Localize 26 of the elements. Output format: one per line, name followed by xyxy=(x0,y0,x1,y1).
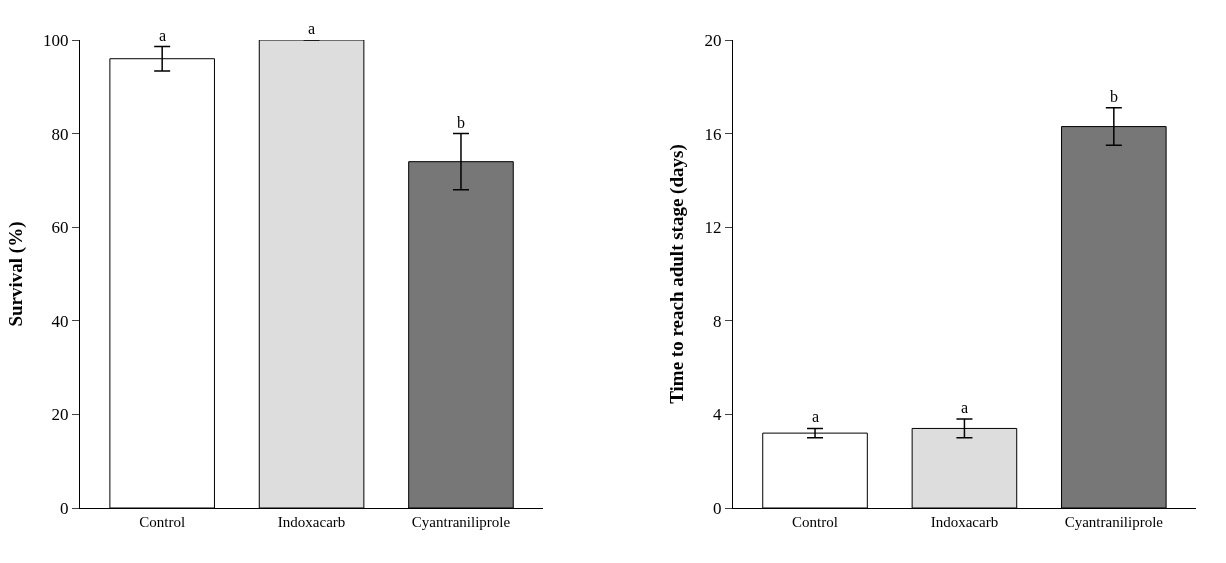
y-tick-label: 4 xyxy=(712,405,722,425)
y-tick-label: 20 xyxy=(704,30,722,50)
y-tick-label: 60 xyxy=(51,218,69,238)
annotation: b xyxy=(457,114,465,131)
y-tick-label: 100 xyxy=(43,30,69,50)
annotation: a xyxy=(961,399,969,416)
y-tick-label: 80 xyxy=(51,124,69,144)
annotation: a xyxy=(812,408,820,425)
y-tick-label: 20 xyxy=(51,405,69,425)
x-tick-label: Cyantraniliprole xyxy=(411,514,511,530)
y-tick-label: 0 xyxy=(712,498,722,518)
y-tick-label: 0 xyxy=(60,498,69,518)
annotation: b xyxy=(1110,88,1118,105)
x-tick-label: Control xyxy=(792,514,838,530)
annotation: a xyxy=(159,27,167,44)
y-tick-label: 12 xyxy=(704,218,722,238)
y-axis-title: Survival (%) xyxy=(4,221,27,327)
annotation: a xyxy=(308,20,316,37)
y-tick-label: 16 xyxy=(704,124,722,144)
x-tick-label: Cyantraniliprole xyxy=(1064,514,1164,530)
y-tick-label: 40 xyxy=(51,311,69,331)
y-tick-label: 8 xyxy=(712,311,722,331)
x-tick-label: Indoxacarb xyxy=(930,514,999,530)
x-tick-label: Indoxacarb xyxy=(277,514,346,530)
y-axis-title: Time to reach adult stage (days) xyxy=(666,144,689,404)
x-tick-label: Control xyxy=(139,514,186,530)
